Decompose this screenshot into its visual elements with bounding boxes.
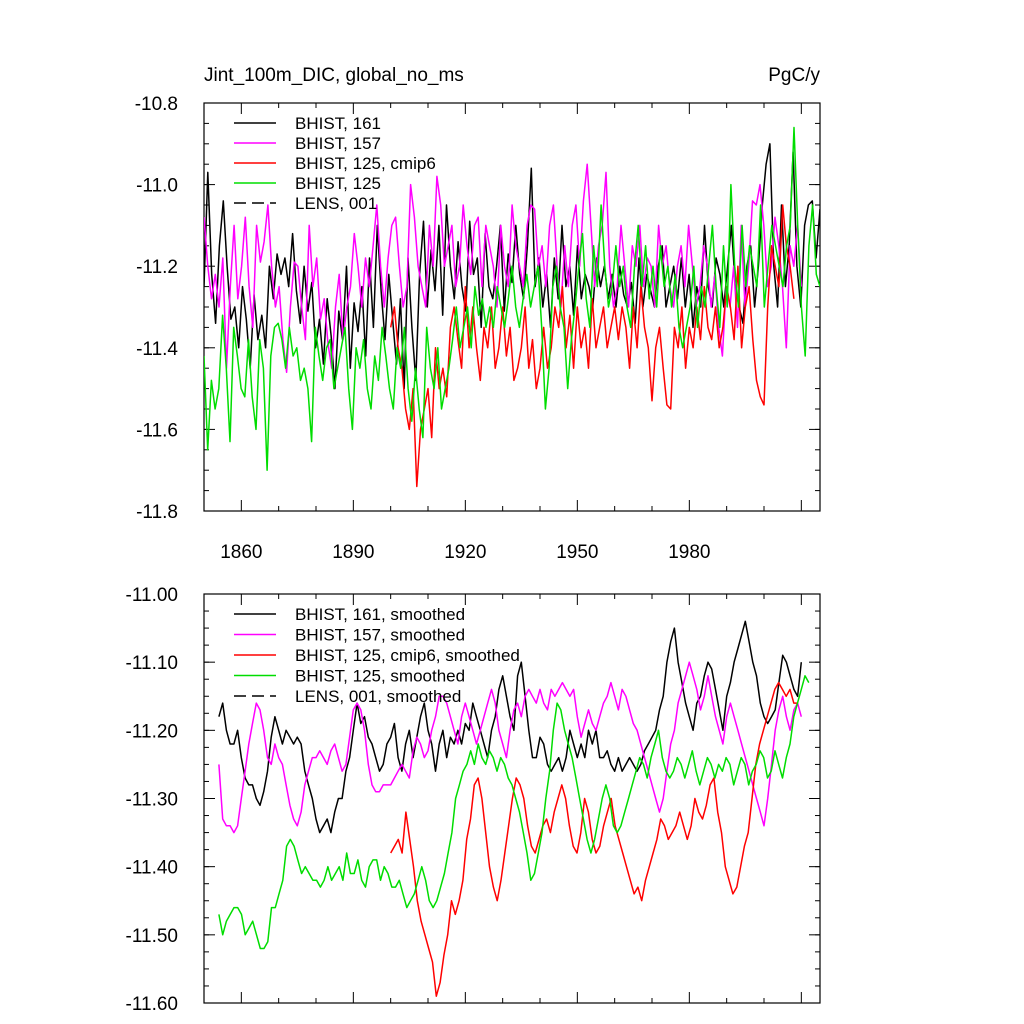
top-panel: -10.8 -11.0 -11.2 -11.4 -11.6 -11.8 1860 1890 19…	[135, 65, 821, 563]
y-tick-label: -11.30	[126, 790, 178, 811]
legend-label: BHIST, 161	[295, 114, 381, 133]
series-line-bhist-125-smoothed	[218, 675, 810, 950]
series-line-bhist-125-cmip6-smoothed	[390, 681, 798, 997]
legend-label: BHIST, 125	[295, 174, 381, 193]
legend-label: BHIST, 157, smoothed	[295, 626, 465, 645]
y-tick-label: -11.10	[126, 653, 178, 674]
y-tick-label: -11.4	[136, 339, 178, 360]
series-group	[218, 620, 810, 997]
legend-label: BHIST, 125, cmip6, smoothed	[295, 646, 520, 665]
y-tick-label: -11.8	[136, 502, 178, 523]
y-tick-label: -10.8	[135, 94, 178, 115]
chart-title: Jint_100m_DIC, global_no_ms	[204, 65, 464, 86]
legend-label: BHIST, 125, smoothed	[295, 667, 465, 686]
x-tick-label: 1890	[332, 542, 374, 563]
y-tick-label: -11.60	[126, 994, 178, 1015]
legend-label: BHIST, 157	[295, 134, 381, 153]
legend-label: BHIST, 125, cmip6	[295, 154, 436, 173]
y-tick-label: -11.00	[126, 585, 178, 606]
y-tick-label: -11.50	[126, 926, 178, 947]
legend-label: BHIST, 161, smoothed	[295, 605, 465, 624]
series-line-bhist-161-smoothed	[218, 620, 803, 834]
y-tick-label: -11.0	[136, 176, 178, 197]
x-tick-label: 1980	[668, 542, 710, 563]
x-tick-label: 1950	[556, 542, 598, 563]
chart-units: PgC/y	[768, 65, 820, 86]
y-tick-label: -11.6	[136, 420, 178, 441]
series-group	[204, 126, 820, 488]
legend-label: LENS, 001, smoothed	[295, 687, 461, 706]
series-line-bhist-157-smoothed	[218, 661, 803, 834]
x-tick-label: 1920	[444, 542, 486, 563]
bottom-panel: -11.00 -11.10 -11.20 -11.30 -11.40 -11.50 -11.…	[126, 585, 821, 1015]
series-line-bhist-157	[204, 163, 803, 374]
y-tick-label: -11.20	[126, 721, 178, 742]
x-tick-label: 1860	[220, 542, 262, 563]
y-tick-label: -11.2	[136, 257, 178, 278]
legend-label: LENS, 001	[295, 194, 377, 213]
series-line-bhist-125	[204, 126, 820, 471]
y-tick-label: -11.40	[126, 858, 178, 879]
